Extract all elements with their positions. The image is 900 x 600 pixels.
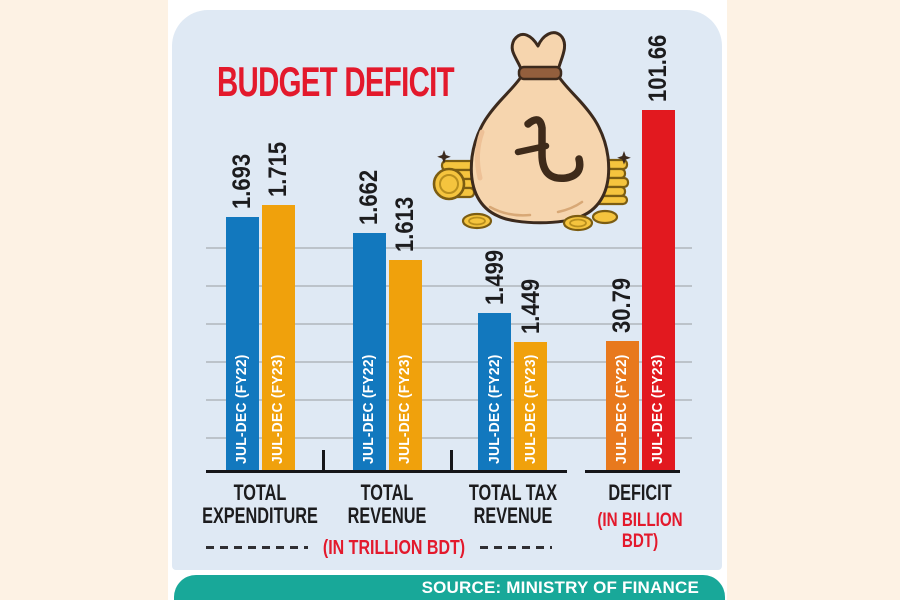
bar-value-label: 1.613 (391, 196, 419, 252)
bar-series-label: JUL-DEC (FY23) (649, 354, 666, 464)
bar-value-label: 30.79 (608, 277, 636, 333)
gridline (206, 323, 692, 325)
right-margin-panel (727, 0, 900, 600)
chart-title: BUDGET DEFICIT (217, 58, 455, 105)
deficit-axis-baseline (585, 470, 680, 473)
dashed-rule-right (480, 546, 552, 549)
bar-total-expenditure-fy23 (261, 205, 295, 470)
coin-stack-left-icon (432, 159, 478, 201)
bar-series-label: JUL-DEC (FY22) (485, 354, 503, 464)
unit-note-deficit-billion: (IN BILLION BDT) (597, 510, 683, 552)
bar-value-label: 101.66 (644, 34, 672, 102)
bar-series-label: JUL-DEC (FY22) (360, 354, 377, 464)
bar-total-tax-revenue-fy22 (478, 313, 511, 470)
bar-total-tax-revenue-fy23 (514, 342, 547, 470)
dashed-rule-left (206, 546, 308, 549)
bar-deficit-fy23 (641, 110, 675, 470)
scattered-coins-icon (461, 209, 619, 232)
x-axis-baseline (206, 470, 567, 473)
bar-value-label: 1.449 (516, 278, 545, 334)
bar-series-label: JUL-DEC (FY22) (613, 354, 630, 464)
bar-total-expenditure-fy22 (225, 217, 259, 470)
gridline (206, 437, 692, 439)
axis-divider-tick (450, 450, 453, 470)
bar-series-label: JUL-DEC (FY23) (521, 354, 539, 464)
bar-deficit-fy22 (605, 341, 639, 470)
taka-symbol-icon (514, 116, 584, 183)
bar-series-label: JUL-DEC (FY23) (269, 354, 286, 464)
bar-value-label: 1.499 (480, 249, 509, 305)
gridline (206, 361, 692, 363)
bar-total-revenue-fy23 (388, 260, 422, 470)
gridline (206, 399, 692, 401)
gridline (206, 285, 692, 287)
category-label-total-revenue: TOTAL REVENUE (347, 480, 427, 528)
source-text: SOURCE: MINISTRY OF FINANCE (421, 577, 699, 597)
bar-series-label: JUL-DEC (FY22) (233, 354, 250, 464)
bar-value-label: 1.662 (355, 169, 383, 225)
left-margin-panel (0, 0, 168, 600)
sparkle-icons (437, 150, 631, 165)
category-label-total-expenditure: TOTAL EXPENDITURE (202, 480, 318, 528)
bar-value-label: 1.715 (264, 141, 292, 197)
bar-value-label: 1.693 (228, 153, 256, 209)
gridline (206, 247, 692, 249)
category-label-deficit: DEFICIT (608, 480, 672, 505)
bar-series-label: JUL-DEC (FY23) (396, 354, 413, 464)
money-bag-icon (432, 31, 631, 232)
category-label-total-tax-revenue: TOTAL TAX REVENUE (468, 480, 557, 528)
bar-total-revenue-fy22 (352, 233, 386, 470)
axis-divider-tick (322, 450, 325, 470)
unit-note-trillion: (IN TRILLION BDT) (322, 537, 466, 559)
source-footer-bar: SOURCE: MINISTRY OF FINANCE (174, 575, 725, 600)
